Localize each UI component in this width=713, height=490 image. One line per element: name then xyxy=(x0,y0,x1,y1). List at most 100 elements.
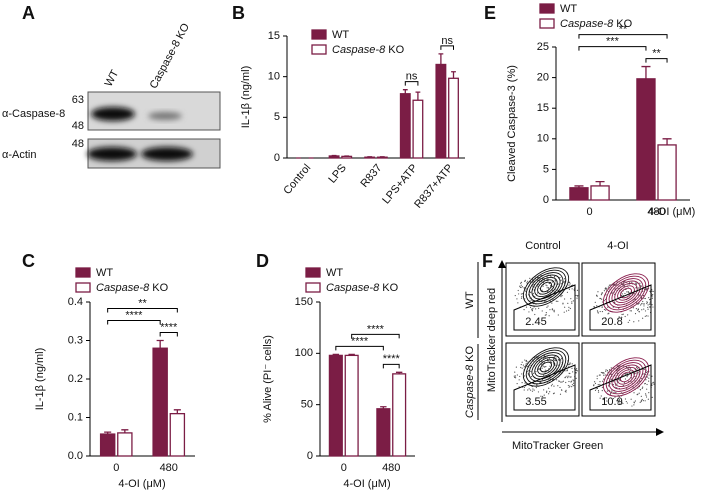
event-dot xyxy=(601,298,603,300)
event-dot xyxy=(606,397,608,399)
panel-label: E xyxy=(484,3,496,23)
significance-bracket xyxy=(107,308,178,313)
event-dot xyxy=(535,308,537,310)
event-dot xyxy=(532,388,534,390)
event-dot xyxy=(546,285,548,287)
gate-value: 2.45 xyxy=(525,316,546,328)
event-dot xyxy=(604,317,607,319)
x-axis-label: 4-OI (μM) xyxy=(118,478,165,490)
event-dot xyxy=(520,282,522,284)
event-dot xyxy=(569,376,571,378)
event-dot xyxy=(541,289,543,291)
event-dot xyxy=(622,281,625,283)
event-dot xyxy=(541,367,543,369)
contour xyxy=(528,272,564,302)
event-dot xyxy=(555,281,557,283)
event-dot xyxy=(651,396,653,398)
event-dot xyxy=(615,391,617,394)
event-dot xyxy=(608,369,611,371)
event-dot xyxy=(532,308,534,310)
event-dot xyxy=(624,292,626,295)
event-dot xyxy=(647,304,649,306)
event-dot xyxy=(556,370,558,373)
flow-plot: 10.9 xyxy=(581,342,656,417)
event-dot xyxy=(645,315,648,317)
event-dot xyxy=(626,376,628,378)
event-dot xyxy=(570,298,572,300)
event-dot xyxy=(651,290,653,292)
contour xyxy=(605,359,647,395)
y-tick-label: 0 xyxy=(274,152,280,164)
band xyxy=(148,112,182,120)
event-dot xyxy=(520,297,523,299)
event-dot xyxy=(597,389,600,392)
event-dot xyxy=(514,375,517,377)
event-dot xyxy=(641,387,643,389)
event-dot xyxy=(624,315,626,318)
event-dot xyxy=(545,311,547,314)
event-dot xyxy=(596,387,599,390)
bar xyxy=(99,433,116,457)
x-axis-label: 4-OI (μM) xyxy=(343,478,390,490)
legend-label: WT xyxy=(326,267,343,279)
event-dot xyxy=(520,293,522,295)
event-dot xyxy=(576,370,578,372)
y-tick-label: 10 xyxy=(268,71,280,83)
flow-plot: 20.8 xyxy=(581,262,656,337)
y-tick-label: 25 xyxy=(537,41,549,53)
band xyxy=(91,107,135,121)
legend-label: Caspase-8 KO xyxy=(326,282,399,294)
event-dot xyxy=(551,308,554,310)
contour xyxy=(537,359,555,375)
error-bar xyxy=(574,185,584,188)
event-dot xyxy=(525,306,528,308)
bar xyxy=(328,155,340,159)
event-dot xyxy=(568,309,570,311)
event-dot xyxy=(538,360,541,362)
event-dot xyxy=(564,306,566,308)
event-dot xyxy=(605,294,607,296)
event-dot xyxy=(573,289,575,291)
x-tick-label: 480 xyxy=(160,462,178,474)
event-dot xyxy=(645,396,648,398)
event-dot xyxy=(601,386,603,388)
event-dot xyxy=(536,292,539,294)
significance-label: ** xyxy=(138,297,147,309)
event-dot xyxy=(599,310,601,313)
event-dot xyxy=(560,283,562,285)
event-dot xyxy=(603,308,606,311)
lane-label: Caspase-8 KO xyxy=(148,21,193,91)
event-dot xyxy=(603,290,606,292)
event-dot xyxy=(520,363,522,366)
event-dot xyxy=(543,355,546,357)
event-dot xyxy=(538,307,540,309)
event-dot xyxy=(532,292,534,295)
event-dot xyxy=(572,382,575,384)
event-dot xyxy=(596,305,598,307)
contour xyxy=(608,278,644,308)
event-dot xyxy=(541,361,543,363)
event-dot xyxy=(623,365,625,367)
event-dot xyxy=(560,381,562,383)
error-bar xyxy=(451,71,456,79)
event-dot xyxy=(641,398,643,401)
marker: 48 xyxy=(72,120,84,132)
event-dot xyxy=(618,403,621,405)
event-dot xyxy=(514,377,517,379)
event-dot xyxy=(568,386,570,388)
event-dot xyxy=(544,314,546,316)
event-dot xyxy=(557,385,559,387)
event-dot xyxy=(638,320,640,322)
event-dot xyxy=(628,292,630,294)
event-dot xyxy=(521,361,523,363)
event-dot xyxy=(625,373,627,375)
band xyxy=(87,147,137,161)
event-dot xyxy=(553,309,555,311)
error-bar xyxy=(104,431,112,435)
event-dot xyxy=(564,377,566,379)
event-dot xyxy=(633,293,636,295)
event-dot xyxy=(621,293,623,295)
event-dot xyxy=(644,310,647,312)
event-dot xyxy=(523,386,525,389)
antibody-label: α-Caspase-8 xyxy=(2,108,65,120)
